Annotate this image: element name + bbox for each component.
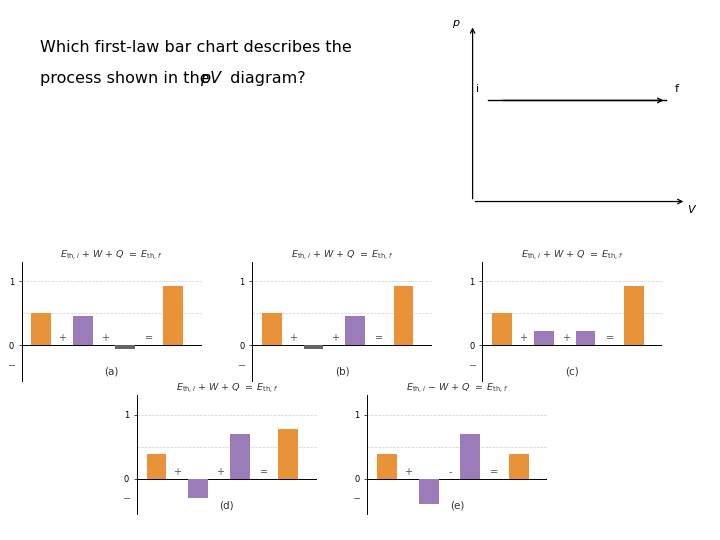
- Bar: [377, 454, 397, 479]
- Bar: [576, 331, 595, 346]
- Bar: [279, 429, 298, 479]
- Text: (b): (b): [335, 367, 349, 377]
- Text: (a): (a): [104, 367, 119, 377]
- Title: $E_{\rm th,\mathit{i}}$ $+$ $W$ $+$ $Q$ $=$ $E_{\rm th,\mathit{f}}$: $E_{\rm th,\mathit{i}}$ $+$ $W$ $+$ $Q$ …: [60, 248, 163, 262]
- Text: =: =: [375, 334, 383, 343]
- Bar: [230, 434, 250, 479]
- Bar: [32, 313, 51, 346]
- Text: −: −: [8, 361, 16, 371]
- Text: +: +: [174, 467, 181, 477]
- Text: −: −: [238, 361, 246, 371]
- Bar: [73, 316, 93, 346]
- Text: +: +: [101, 334, 109, 343]
- Text: =: =: [606, 334, 613, 343]
- Text: (c): (c): [565, 367, 580, 377]
- Text: +: +: [58, 334, 66, 343]
- Text: Which first-law bar chart describes the: Which first-law bar chart describes the: [40, 40, 351, 56]
- Text: +: +: [331, 334, 339, 343]
- Bar: [419, 479, 438, 504]
- Title: $E_{\rm th,\mathit{i}}$ $+$ $W$ $+$ $Q$ $=$ $E_{\rm th,\mathit{f}}$: $E_{\rm th,\mathit{i}}$ $+$ $W$ $+$ $Q$ …: [521, 248, 624, 262]
- Text: +: +: [519, 334, 527, 343]
- Bar: [624, 286, 644, 346]
- Text: process shown in the: process shown in the: [40, 71, 215, 86]
- Bar: [147, 454, 166, 479]
- Bar: [509, 454, 528, 479]
- Text: =: =: [145, 334, 153, 343]
- Text: (e): (e): [450, 500, 464, 510]
- Title: $E_{\rm th,\mathit{i}}$ $-$ $W$ $+$ $Q$ $=$ $E_{\rm th,\mathit{f}}$: $E_{\rm th,\mathit{i}}$ $-$ $W$ $+$ $Q$ …: [406, 381, 508, 395]
- Text: +: +: [216, 467, 224, 477]
- Text: diagram?: diagram?: [225, 71, 305, 86]
- Text: +: +: [562, 334, 570, 343]
- Text: -: -: [449, 467, 452, 477]
- Bar: [346, 316, 365, 346]
- Text: V: V: [688, 205, 695, 215]
- Bar: [189, 479, 208, 498]
- Bar: [461, 434, 480, 479]
- Bar: [534, 331, 554, 346]
- Text: f: f: [675, 84, 678, 94]
- Text: −: −: [469, 361, 477, 371]
- Title: $E_{\rm th,\mathit{i}}$ $+$ $W$ $+$ $Q$ $=$ $E_{\rm th,\mathit{f}}$: $E_{\rm th,\mathit{i}}$ $+$ $W$ $+$ $Q$ …: [176, 381, 278, 395]
- Bar: [163, 286, 183, 346]
- Text: −: −: [123, 494, 131, 504]
- Text: i: i: [476, 84, 479, 94]
- Bar: [115, 346, 135, 349]
- Title: $E_{\rm th,\mathit{i}}$ $+$ $W$ $+$ $Q$ $=$ $E_{\rm th,\mathit{f}}$: $E_{\rm th,\mathit{i}}$ $+$ $W$ $+$ $Q$ …: [291, 248, 393, 262]
- Text: +: +: [289, 334, 297, 343]
- Bar: [262, 313, 282, 346]
- Bar: [304, 346, 323, 349]
- Text: −: −: [354, 494, 361, 504]
- Text: (d): (d): [220, 500, 234, 510]
- Bar: [394, 286, 413, 346]
- Text: p: p: [451, 17, 459, 28]
- Bar: [492, 313, 512, 346]
- Text: =: =: [260, 467, 268, 477]
- Text: +: +: [404, 467, 412, 477]
- Text: pV: pV: [200, 71, 221, 86]
- Text: =: =: [490, 467, 498, 477]
